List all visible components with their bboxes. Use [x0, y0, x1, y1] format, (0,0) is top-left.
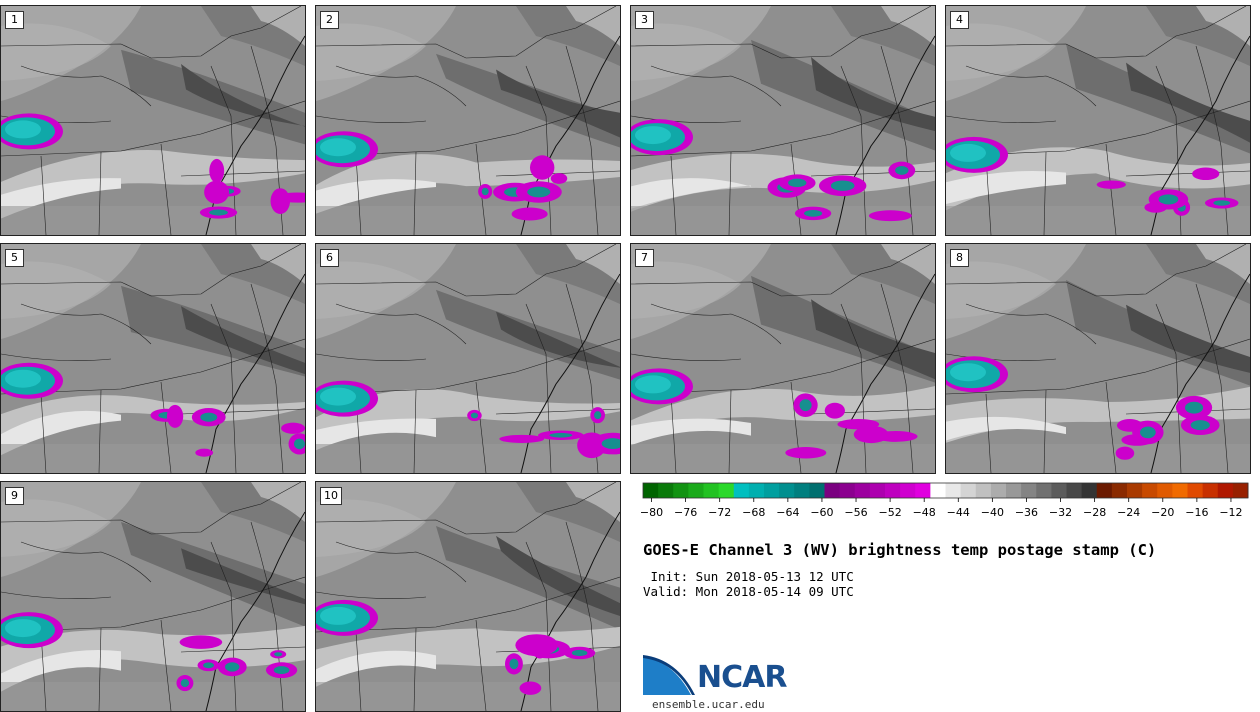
colorbar-tick-label: −12: [1219, 506, 1242, 519]
member-number: 1: [5, 11, 24, 29]
member-number: 7: [635, 249, 654, 267]
colorbar-tick-label: −24: [1117, 506, 1140, 519]
colorbar-tick-label: −28: [1083, 506, 1106, 519]
wv-map: [1, 244, 305, 473]
colorbar-swatch: [718, 483, 735, 498]
wv-map: [316, 6, 620, 235]
wv-map: [1, 6, 305, 235]
colorbar-swatch: [1006, 483, 1022, 498]
colorbar-swatch: [779, 483, 795, 498]
colorbar-tick-label: −44: [947, 506, 970, 519]
wv-map: [316, 482, 620, 711]
member-panel: 6: [315, 243, 621, 474]
logo-text: NCAR: [697, 660, 787, 695]
site-url: ensemble.ucar.edu: [652, 698, 765, 711]
member-panel: 1: [0, 5, 306, 236]
member-panel: 7: [630, 243, 936, 474]
colorbar-tick-label: −60: [810, 506, 833, 519]
colorbar-swatch: [764, 483, 780, 498]
ncar-logo-icon: [643, 655, 695, 695]
colorbar-swatch: [1036, 483, 1052, 498]
colorbar-tick-label: −76: [674, 506, 697, 519]
valid-time: Valid: Mon 2018-05-14 09 UTC: [643, 584, 854, 599]
colorbar-swatch: [1172, 483, 1188, 498]
colorbar-swatch: [688, 483, 704, 498]
colorbar-tick-label: −40: [981, 506, 1004, 519]
colorbar-swatch: [733, 483, 750, 498]
colorbar-tick-label: −56: [844, 506, 867, 519]
colorbar-tick-label: −48: [913, 506, 936, 519]
member-number: 9: [5, 487, 24, 505]
colorbar-swatch: [975, 483, 992, 498]
init-time: Init: Sun 2018-05-13 12 UTC: [643, 569, 854, 584]
colorbar-tick-label: −64: [776, 506, 799, 519]
member-panel: 9: [0, 481, 306, 712]
colorbar-swatch: [1051, 483, 1067, 498]
colorbar-swatch: [945, 483, 962, 498]
member-number: 10: [320, 487, 342, 505]
colorbar-swatch: [1081, 483, 1098, 498]
colorbar-tick-label: −16: [1185, 506, 1208, 519]
colorbar-swatch: [885, 483, 901, 498]
member-panel: 3: [630, 5, 936, 236]
page-title: GOES-E Channel 3 (WV) brightness temp po…: [643, 541, 1157, 559]
colorbar-swatch: [1066, 483, 1083, 498]
colorbar-swatch: [643, 483, 659, 498]
colorbar-swatch: [1096, 483, 1113, 498]
member-panel: 4: [945, 5, 1251, 236]
member-number: 2: [320, 11, 339, 29]
colorbar-swatch: [703, 483, 720, 498]
colorbar-swatch: [1202, 483, 1219, 498]
member-number: 6: [320, 249, 339, 267]
colorbar-swatch: [794, 483, 810, 498]
wv-map: [1, 482, 305, 711]
colorbar-swatch: [1217, 483, 1234, 498]
colorbar-swatch: [1111, 483, 1128, 498]
colorbar-swatch: [673, 483, 689, 498]
colorbar-swatch: [915, 483, 931, 498]
colorbar-swatch: [1021, 483, 1037, 498]
wv-map: [631, 6, 935, 235]
colorbar-swatch: [900, 483, 916, 498]
colorbar-swatch: [1142, 483, 1158, 498]
colorbar-swatch: [658, 483, 674, 498]
colorbar-tick-label: −32: [1049, 506, 1072, 519]
colorbar-swatch: [748, 483, 765, 498]
member-number: 3: [635, 11, 654, 29]
member-panel: 10: [315, 481, 621, 712]
member-number: 8: [950, 249, 969, 267]
wv-map: [316, 244, 620, 473]
member-panel: 8: [945, 243, 1251, 474]
colorbar-tick-label: −72: [708, 506, 731, 519]
wv-map: [946, 244, 1250, 473]
wv-map: [631, 244, 935, 473]
member-number: 5: [5, 249, 24, 267]
colorbar-tick-label: −36: [1015, 506, 1038, 519]
colorbar-tick-label: −68: [742, 506, 765, 519]
member-panel: 2: [315, 5, 621, 236]
colorbar-swatch: [839, 483, 856, 498]
colorbar-swatch: [1157, 483, 1173, 498]
colorbar-tick-label: −52: [879, 506, 902, 519]
colorbar: −80 −76 −72 −68 −64 −60 −56 −52 −48 −44 −40 −36 −32−…: [640, 482, 1249, 519]
colorbar-swatch: [1127, 483, 1143, 498]
colorbar-swatch: [990, 483, 1007, 498]
colorbar-swatch: [1187, 483, 1204, 498]
colorbar-swatch: [1232, 483, 1249, 498]
colorbar-swatch: [960, 483, 977, 498]
colorbar-tick-label: −80: [640, 506, 663, 519]
colorbar-swatch: [869, 483, 886, 498]
colorbar-swatch: [809, 483, 825, 498]
wv-map: [946, 6, 1250, 235]
colorbar-swatch: [824, 483, 841, 498]
member-panel: 5: [0, 243, 306, 474]
colorbar-swatch: [930, 483, 946, 498]
colorbar-tick-label: −20: [1151, 506, 1174, 519]
member-number: 4: [950, 11, 969, 29]
colorbar-swatch: [854, 483, 871, 498]
